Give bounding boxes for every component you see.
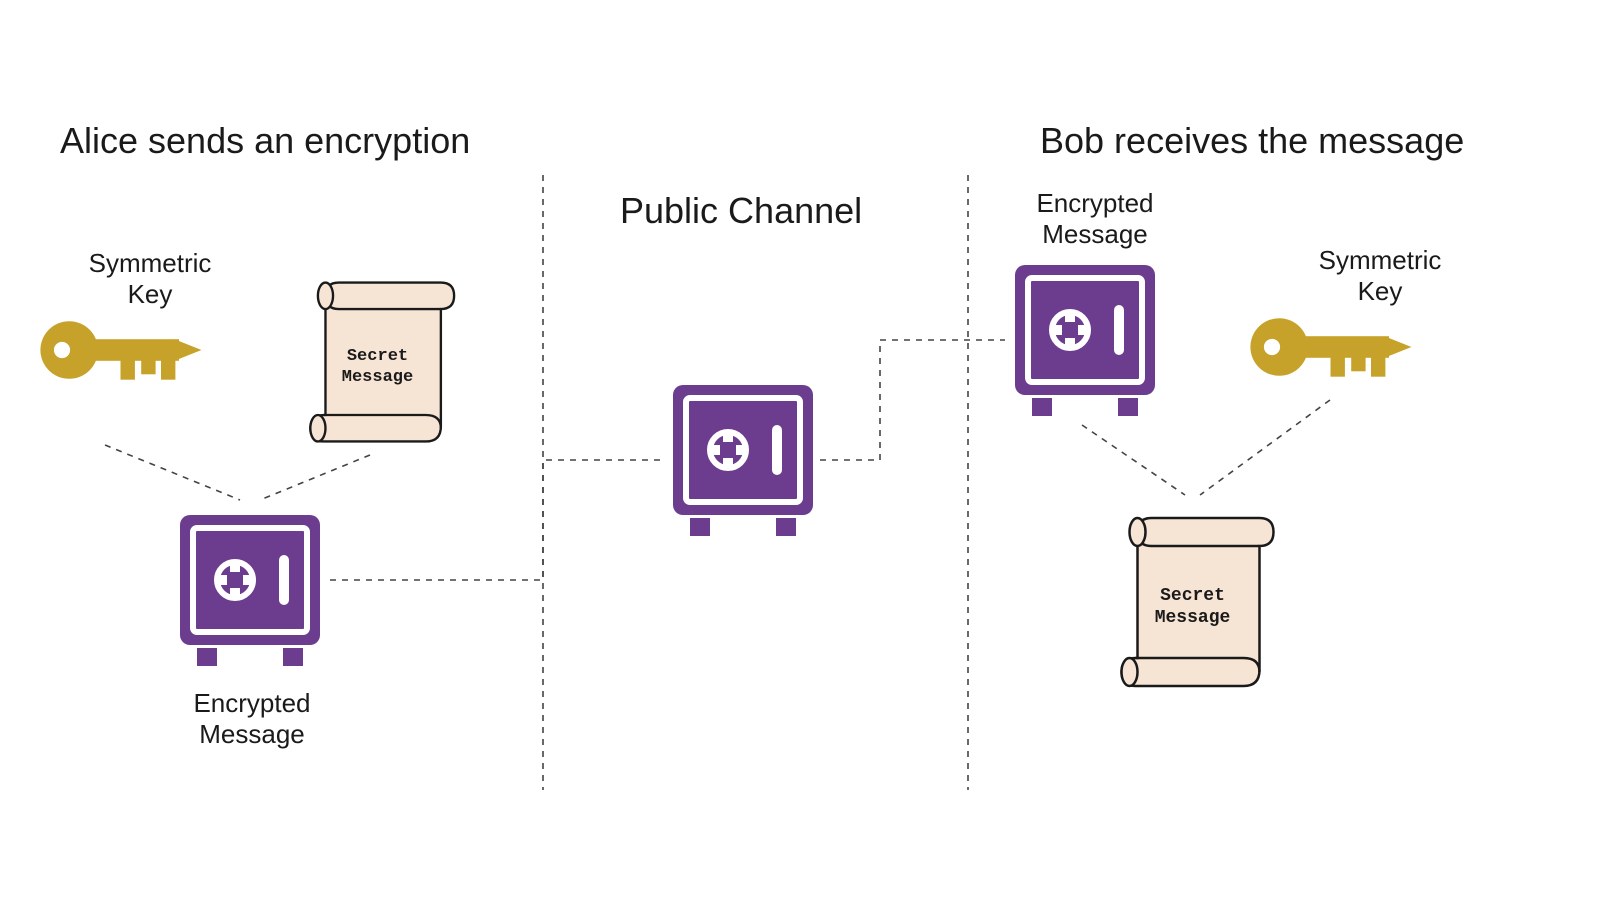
- safe-icon: [1010, 260, 1160, 420]
- safe-icon: [175, 510, 325, 670]
- title-alice: Alice sends an encryption: [60, 120, 470, 162]
- scroll-icon: SecretMessage: [1105, 510, 1280, 695]
- safe-icon: [668, 380, 818, 540]
- label-alice-symmetric-key: SymmetricKey: [60, 248, 240, 310]
- label-bob-symmetric-key: SymmetricKey: [1290, 245, 1470, 307]
- diagram-stage: Alice sends an encryption Public Channel…: [0, 0, 1600, 900]
- title-bob: Bob receives the message: [1040, 120, 1464, 162]
- svg-text:SecretMessage: SecretMessage: [342, 347, 413, 387]
- key-icon: [1245, 302, 1425, 392]
- label-bob-encrypted-message: EncryptedMessage: [1015, 188, 1175, 250]
- title-public-channel: Public Channel: [620, 190, 862, 232]
- key-icon: [35, 305, 215, 395]
- scroll-icon: SecretMessage: [295, 275, 460, 450]
- label-alice-encrypted-message: EncryptedMessage: [152, 688, 352, 750]
